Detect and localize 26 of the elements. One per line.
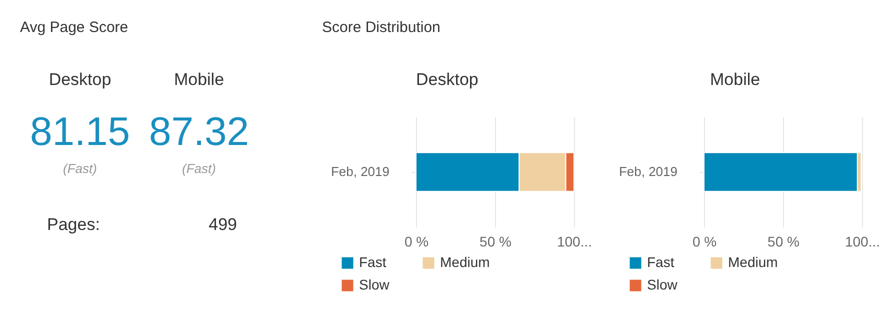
legend-label: Medium — [440, 254, 490, 270]
y-tick-label: Feb, 2019 — [330, 164, 390, 179]
legend-label: Fast — [359, 254, 386, 270]
x-tick-label: 100... — [844, 234, 880, 250]
legend-label: Medium — [728, 254, 778, 270]
data-label: 87.32 — [148, 110, 250, 154]
x-tick-label: 50 % — [768, 234, 800, 250]
x-tick-label: 50 % — [480, 234, 512, 250]
text: (Fast) — [63, 161, 97, 176]
legend-label: Slow — [647, 276, 678, 292]
data-label: 81.15 — [30, 110, 130, 154]
legend-label: Slow — [359, 276, 390, 292]
legend-label: Fast — [647, 254, 674, 270]
text: Score Distribution — [322, 19, 440, 36]
text: Pages: — [47, 215, 100, 234]
x-tick-label: 0 % — [404, 234, 429, 250]
chart-title: Desktop — [416, 70, 478, 89]
text: (Fast) — [182, 161, 216, 176]
x-tick-label: 100... — [556, 234, 592, 250]
text: Avg Page Score — [20, 19, 128, 36]
category-label: Desktop — [48, 70, 112, 89]
x-tick-label: 0 % — [692, 234, 717, 250]
chart-title: Mobile — [710, 70, 760, 89]
y-tick-label: Feb, 2019 — [618, 164, 678, 179]
text: 499 — [208, 215, 237, 234]
category-label: Mobile — [174, 70, 224, 89]
